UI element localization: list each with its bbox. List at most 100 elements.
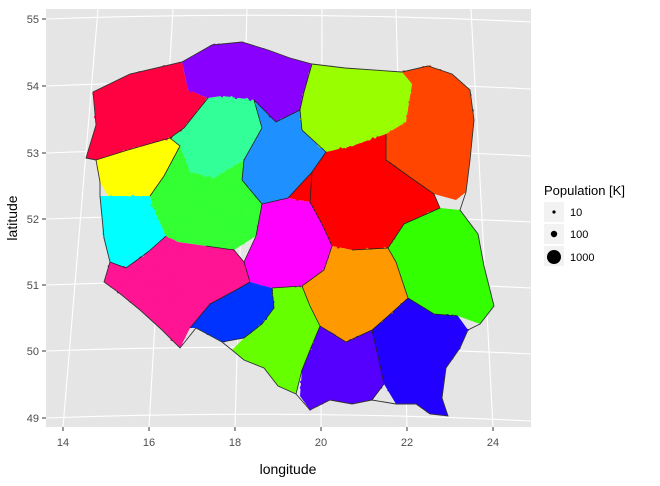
population-point <box>383 233 386 236</box>
population-point <box>333 142 336 145</box>
population-point <box>358 141 361 144</box>
population-point <box>125 188 128 191</box>
population-point <box>232 43 235 47</box>
population-point <box>326 69 329 71</box>
population-point <box>104 108 107 112</box>
population-point <box>296 168 300 171</box>
population-point <box>432 106 435 110</box>
population-point <box>135 238 139 241</box>
population-point <box>266 194 270 198</box>
population-point <box>151 151 155 155</box>
population-point <box>304 91 308 95</box>
population-point <box>449 140 452 143</box>
population-point <box>403 79 407 83</box>
population-point <box>162 206 166 210</box>
population-point <box>180 187 183 189</box>
population-point <box>110 182 113 185</box>
population-point <box>96 114 99 117</box>
population-point <box>273 188 276 191</box>
population-point <box>408 77 410 79</box>
population-point <box>180 109 183 113</box>
population-point <box>256 202 259 204</box>
population-point <box>218 91 221 94</box>
population-point <box>294 273 297 277</box>
population-point <box>447 160 451 164</box>
population-point <box>219 227 222 230</box>
population-point <box>121 133 124 136</box>
population-point <box>299 229 302 232</box>
population-point <box>312 105 316 109</box>
population-point <box>111 217 115 221</box>
population-point <box>166 85 170 88</box>
population-point <box>282 130 285 134</box>
population-point <box>160 69 163 73</box>
population-point <box>448 296 452 300</box>
population-point <box>163 124 166 127</box>
population-point <box>294 240 297 244</box>
population-point <box>305 219 308 222</box>
population-point <box>309 214 312 217</box>
population-point <box>114 97 118 100</box>
population-point <box>451 171 455 175</box>
population-point <box>421 150 424 154</box>
population-point <box>319 82 322 86</box>
population-point <box>436 204 438 207</box>
population-point <box>119 156 123 159</box>
population-point <box>413 213 416 216</box>
population-point <box>408 164 412 167</box>
population-point <box>345 156 348 159</box>
population-point <box>455 170 458 173</box>
population-point <box>353 98 357 102</box>
population-point <box>249 133 252 136</box>
population-point <box>354 180 357 183</box>
population-point <box>99 89 102 92</box>
population-point <box>162 130 165 133</box>
population-point <box>431 151 434 154</box>
population-point <box>429 123 433 126</box>
population-point <box>117 168 121 172</box>
population-point <box>271 179 275 183</box>
population-point <box>245 115 248 118</box>
population-point <box>203 68 206 71</box>
population-point <box>333 80 336 82</box>
population-point <box>146 105 149 108</box>
population-point <box>168 215 171 218</box>
population-point <box>154 112 157 116</box>
population-point <box>373 237 377 241</box>
population-point <box>213 237 217 241</box>
population-point <box>321 104 324 107</box>
population-point <box>155 160 158 163</box>
population-point <box>281 201 283 203</box>
population-point <box>204 113 208 116</box>
population-point <box>392 102 395 106</box>
population-point <box>291 101 294 105</box>
population-point <box>451 105 454 108</box>
population-point <box>213 103 217 106</box>
population-point <box>346 184 349 187</box>
population-point <box>428 254 431 257</box>
population-point <box>123 233 127 236</box>
population-point <box>236 230 239 233</box>
population-point <box>390 142 393 145</box>
population-point <box>432 93 436 96</box>
population-point <box>416 94 420 98</box>
population-point <box>352 149 356 153</box>
population-point <box>339 147 343 151</box>
population-point <box>251 104 255 107</box>
population-point <box>115 156 119 159</box>
population-point <box>275 149 278 152</box>
population-point <box>233 170 237 173</box>
population-point <box>326 204 329 206</box>
population-point <box>161 116 164 118</box>
population-point <box>422 159 425 162</box>
population-point <box>399 111 402 114</box>
population-point <box>343 110 346 114</box>
population-point <box>205 168 208 171</box>
population-point <box>334 156 337 158</box>
population-point <box>303 198 307 202</box>
population-point <box>253 230 256 234</box>
population-point <box>414 196 417 199</box>
population-point <box>200 128 204 132</box>
population-point <box>218 116 222 120</box>
population-point <box>336 245 340 249</box>
